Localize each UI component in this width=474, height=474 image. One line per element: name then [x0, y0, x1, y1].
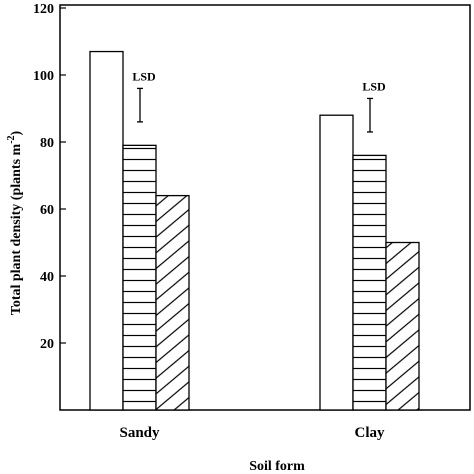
- y-tick-label: 40: [40, 270, 54, 285]
- lsd-label: LSD: [362, 79, 386, 93]
- lsd-annotations: LSD LSD: [132, 69, 386, 133]
- bar-clay-horizontal-lines: [352, 154, 387, 411]
- bar-clay-open: [319, 114, 354, 411]
- bar-sandy-horizontal-lines: [122, 144, 157, 411]
- x-tick-label: Sandy: [119, 425, 160, 441]
- bar-clay-diagonal-lines: [385, 241, 420, 411]
- plot-frame: [59, 4, 471, 411]
- y-axis-title: Total plant density (plants m-2): [6, 130, 24, 315]
- bar-sandy-diagonal-lines: [155, 194, 190, 411]
- y-tick-label: 20: [40, 337, 54, 352]
- lsd-label: LSD: [132, 69, 156, 83]
- bar-sandy-open: [89, 50, 124, 411]
- x-tick-label: Clay: [355, 425, 386, 441]
- bars: [89, 50, 420, 411]
- plot-border: [59, 4, 471, 411]
- y-tick-label: 60: [40, 203, 54, 218]
- y-axis-ticks: 20 40 60 80 100 120: [33, 2, 66, 352]
- y-tick-label: 80: [40, 136, 54, 151]
- y-tick-label: 120: [33, 2, 54, 17]
- x-axis-labels: Sandy Clay: [119, 425, 385, 441]
- y-tick-label: 100: [33, 69, 54, 84]
- x-axis-title: Soil form: [249, 459, 305, 474]
